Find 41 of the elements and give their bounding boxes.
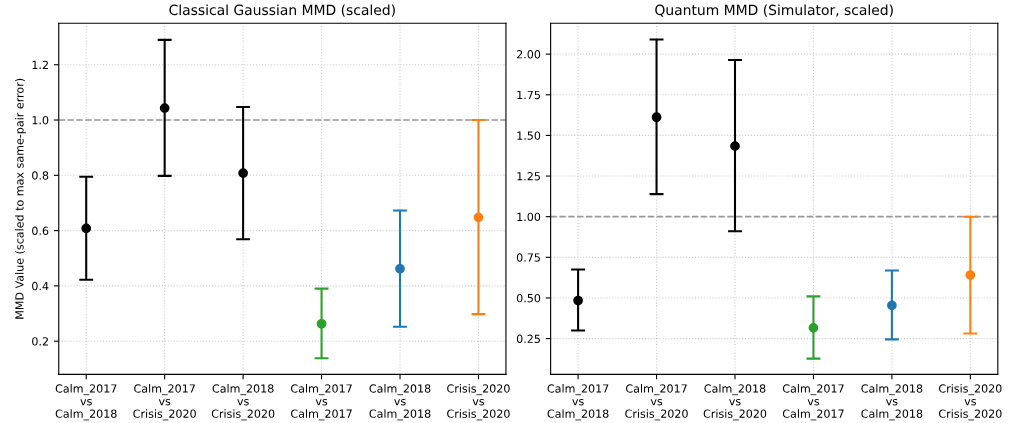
point [887, 300, 897, 311]
x-tick-label: Calm_2018 vs Crisis_2020 [703, 384, 767, 421]
x-tick-label: Calm_2017 vs Calm_2018 [55, 384, 117, 421]
point [573, 295, 583, 306]
y-axis-title: MMD Value (scaled to max same-pair error) [15, 78, 26, 319]
y-tick-label: 1.75 [517, 90, 540, 100]
point [316, 318, 327, 329]
y-tick-label: 0.25 [516, 334, 540, 343]
y-tick-label: 0.2 [32, 337, 48, 346]
x-tick-label: Crisis_2020 vs Crisis_2020 [939, 384, 1002, 421]
x-tick-label: Calm_2017 vs Crisis_2020 [133, 384, 196, 421]
point [473, 212, 484, 223]
y-tick-label: 1.00 [517, 212, 541, 222]
y-tick-label: 1.0 [32, 116, 49, 125]
y-tick-label: 1.25 [517, 172, 540, 181]
point [651, 112, 662, 123]
x-tick-label: Calm_2017 vs Calm_2017 [782, 384, 844, 421]
y-tick-label: 2.00 [516, 50, 541, 59]
point [965, 270, 976, 280]
x-tick-label: Crisis_2020 vs Crisis_2020 [447, 384, 510, 421]
point [730, 141, 740, 152]
chart-title: Classical Gaussian MMD (scaled) [169, 4, 395, 17]
x-tick-label: Calm_2018 vs Crisis_2020 [211, 384, 275, 421]
point [395, 263, 405, 274]
x-tick-label: Calm_2017 vs Calm_2017 [291, 384, 352, 421]
point [808, 323, 819, 333]
point [238, 168, 248, 178]
x-tick-label: Calm_2018 vs Calm_2018 [861, 384, 923, 421]
y-tick-label: 0.4 [32, 281, 49, 291]
x-tick-label: Calm_2018 vs Calm_2018 [369, 384, 431, 421]
x-tick-label: Calm_2017 vs Calm_2018 [547, 384, 609, 421]
y-tick-label: 1.2 [32, 60, 48, 69]
point [159, 103, 170, 113]
y-tick-label: 0.75 [516, 253, 540, 262]
y-tick-label: 0.6 [32, 226, 49, 235]
y-tick-label: 0.50 [516, 293, 541, 303]
point [81, 223, 92, 234]
y-tick-label: 1.50 [517, 131, 541, 140]
y-tick-label: 0.8 [32, 171, 49, 180]
chart-title: Quantum MMD (Simulator, scaled) [655, 4, 893, 17]
x-tick-label: Calm_2017 vs Crisis_2020 [625, 384, 688, 421]
